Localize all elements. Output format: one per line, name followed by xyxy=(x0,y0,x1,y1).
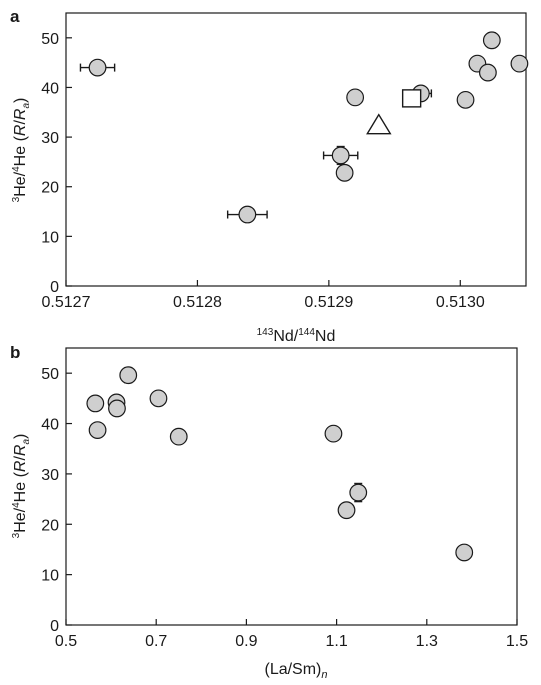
y-tick-label: 10 xyxy=(41,568,59,585)
data-point xyxy=(455,543,474,562)
data-point xyxy=(119,366,138,385)
data-point xyxy=(149,389,168,408)
panel-a: a 0.5127 0.5128 0.5129 0.5130 0 10 20 30 40 50 14… xyxy=(10,7,529,345)
data-point xyxy=(238,205,257,224)
panel-a-ticks: 0.5127 0.5128 0.5129 0.5130 0 10 20 30 40 50 xyxy=(41,31,485,311)
panel-a-marks xyxy=(79,31,529,224)
y-tick-label: 40 xyxy=(41,417,59,434)
x-tick-label: 0.7 xyxy=(145,633,167,650)
y-tick-label: 0 xyxy=(50,279,59,296)
data-point xyxy=(88,58,107,77)
panel-a-letter: a xyxy=(10,7,20,26)
panel-a-frame xyxy=(65,12,527,287)
x-tick-label: 0.5128 xyxy=(173,294,222,311)
data-point xyxy=(337,501,356,520)
panel-b-ticks: 0.5 0.7 0.9 1.1 1.3 1.5 0 10 20 30 40 50 xyxy=(41,366,528,650)
panel-a-y-axis-label: 3He/4He (R/Ra) xyxy=(11,98,32,203)
y-tick-label: 20 xyxy=(41,517,59,534)
y-tick-label: 20 xyxy=(41,180,59,197)
data-point xyxy=(478,63,497,82)
panel-b-y-axis-label: 3He/4He (R/Ra) xyxy=(11,434,32,539)
panel-b-frame xyxy=(65,347,518,626)
x-tick-label: 0.9 xyxy=(235,633,257,650)
data-point xyxy=(324,424,343,443)
panel-a-x-axis-label: 143Nd/144Nd xyxy=(257,327,336,345)
data-point xyxy=(331,146,350,165)
panel-b-letter: b xyxy=(10,343,20,362)
x-tick-label: 1.5 xyxy=(506,633,528,650)
data-point-square xyxy=(401,89,422,108)
y-tick-label: 50 xyxy=(41,366,59,383)
y-tick-label: 30 xyxy=(41,467,59,484)
panel-b-x-axis-label: (La/Sm)n xyxy=(264,661,327,681)
x-tick-label: 0.5 xyxy=(55,633,77,650)
y-tick-label: 30 xyxy=(41,130,59,147)
data-point xyxy=(86,394,105,413)
y-tick-label: 0 xyxy=(50,618,59,635)
data-point xyxy=(346,88,365,107)
x-tick-label: 0.5130 xyxy=(436,294,485,311)
x-tick-label: 1.1 xyxy=(325,633,347,650)
y-tick-label: 10 xyxy=(41,229,59,246)
x-tick-label: 0.5129 xyxy=(304,294,353,311)
x-tick-label: 0.5127 xyxy=(42,294,91,311)
data-point xyxy=(88,421,107,439)
data-point xyxy=(335,163,354,182)
y-tick-label: 50 xyxy=(41,31,59,48)
data-point xyxy=(456,90,475,109)
data-point xyxy=(510,54,529,73)
panel-b-marks xyxy=(86,366,474,562)
data-point xyxy=(482,31,501,50)
data-point xyxy=(108,399,126,418)
data-point xyxy=(349,483,368,502)
panel-b: b 0.5 0.7 0.9 1.1 1.3 1.5 0 10 20 30 40 50 (La/Sm)n… xyxy=(10,343,528,681)
data-point xyxy=(169,427,188,446)
y-tick-label: 40 xyxy=(41,80,59,97)
data-point-triangle xyxy=(366,113,392,135)
x-tick-label: 1.3 xyxy=(416,633,438,650)
